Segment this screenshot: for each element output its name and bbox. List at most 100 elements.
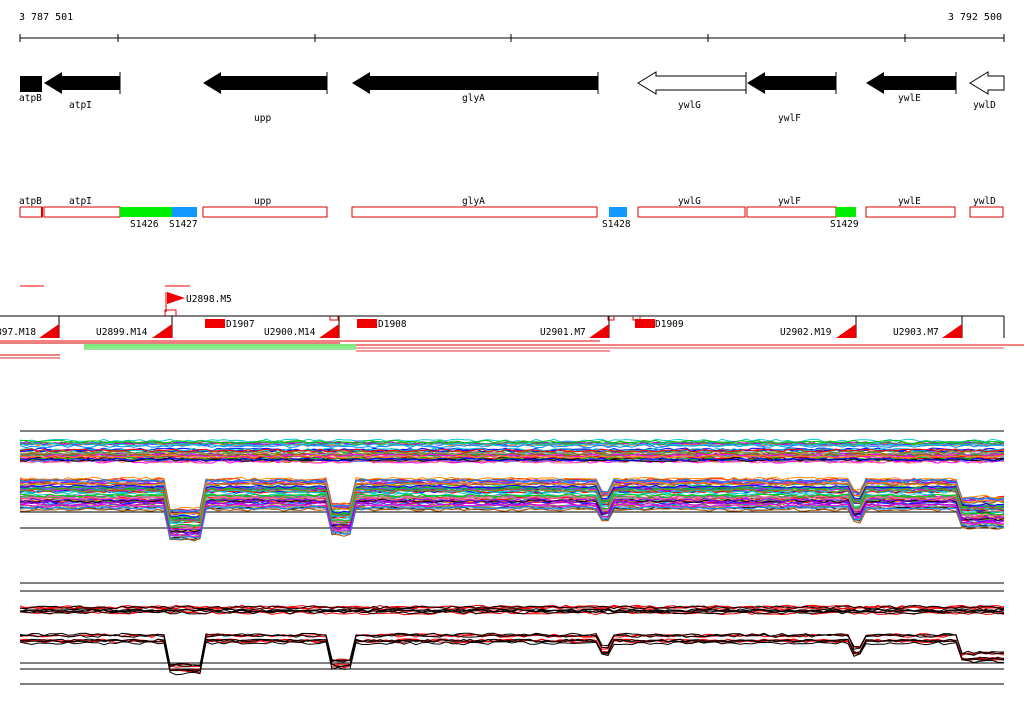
- gene-label-ywld: ywlD: [973, 100, 996, 111]
- segment-box-ywle[interactable]: [865, 206, 956, 218]
- profile-line: [19, 641, 1005, 676]
- transcript-label-u2902: U2902.M19: [780, 327, 832, 338]
- profile-line: [19, 497, 1005, 531]
- profile-line: [19, 503, 1005, 537]
- gene-arrow-ywle[interactable]: [866, 72, 956, 94]
- gene-arrow-ywlg[interactable]: [637, 71, 747, 95]
- segment-gene-label-glya: glyA: [462, 196, 485, 207]
- segment-box-glya[interactable]: [351, 206, 598, 218]
- segment-box-ywlg[interactable]: [637, 206, 746, 218]
- profile-line: [19, 457, 1005, 462]
- gene-label-atpb: atpB: [19, 93, 42, 104]
- profile-line: [19, 453, 1005, 458]
- profile-line: [19, 498, 1005, 533]
- terminator-wedge: [836, 324, 856, 338]
- gene-label-atpi: atpI: [69, 100, 92, 111]
- gene-arrow-ywlf[interactable]: [747, 72, 836, 94]
- position-ruler: [19, 34, 1005, 42]
- terminator-wedge: [152, 324, 172, 338]
- segment-gene-label-atpi: atpI: [69, 196, 92, 207]
- segment-label-s1428: S1428: [602, 219, 631, 230]
- profile-line: [19, 632, 1004, 667]
- profile-line: [20, 507, 1005, 542]
- coordinate-start: 3 787 501: [19, 12, 74, 23]
- segment-gene-label-atpb: atpB: [19, 196, 42, 207]
- segment-label-s1427: S1427: [169, 219, 198, 230]
- profile-line: [19, 605, 1005, 610]
- transcript-flag-u2898[interactable]: [167, 292, 185, 304]
- segment-label-s1426: S1426: [130, 219, 159, 230]
- expression-profile-panel-2: [19, 582, 1005, 685]
- profile-line: [19, 448, 1005, 453]
- profile-line: [19, 495, 1005, 529]
- segment-gene-label-ywlg: ywlG: [678, 196, 701, 207]
- segment-box-atpi[interactable]: [43, 206, 121, 218]
- profile-line: [19, 493, 1005, 528]
- profile-line: [19, 482, 1005, 516]
- gene-arrow-atpb[interactable]: [20, 76, 42, 92]
- gene-arrow-upp[interactable]: [203, 72, 327, 94]
- gene-label-ywle: ywlE: [898, 93, 921, 104]
- transcript-label-u2897: 897.M18: [0, 327, 36, 338]
- segment-s1428[interactable]: [609, 207, 627, 217]
- segment-box-ywlf[interactable]: [746, 206, 837, 218]
- segment-gene-label-ywld: ywlD: [973, 196, 996, 207]
- gene-label-glya: glyA: [462, 93, 485, 104]
- downshift-marker-d1907[interactable]: [205, 319, 225, 328]
- profile-line: [19, 633, 1005, 668]
- gene-arrow-atpi[interactable]: [44, 72, 120, 94]
- downshift-label-d1909: D1909: [655, 319, 684, 330]
- profile-line: [19, 476, 1005, 511]
- profile-line: [19, 479, 1005, 514]
- terminator-wedge: [589, 324, 609, 338]
- transcript-label-u2898: U2898.M5: [186, 294, 232, 305]
- segment-s1426[interactable]: [120, 207, 172, 217]
- gene-track: atpB atpI upp glyA ywlG ywlF ywlE ywlD: [19, 71, 1005, 124]
- gene-arrow-ywld[interactable]: [969, 71, 1005, 95]
- transcript-label-u2901: U2901.M7: [540, 327, 586, 338]
- transcript-label-u2900: U2900.M14: [264, 327, 316, 338]
- terminator-wedge: [319, 324, 339, 338]
- segment-box-ywld[interactable]: [969, 206, 1004, 218]
- profile-line: [19, 605, 1005, 610]
- expression-profile-panel-1: [19, 430, 1005, 542]
- downshift-label-d1907: D1907: [226, 319, 255, 330]
- gene-label-ywlf: ywlF: [778, 113, 801, 124]
- profile-line: [19, 608, 1005, 613]
- profile-line: [19, 488, 1005, 522]
- profile-line: [19, 489, 1005, 524]
- segment-s1429[interactable]: [836, 207, 856, 217]
- segment-gene-label-upp: upp: [254, 196, 271, 207]
- segment-s1427[interactable]: [172, 207, 197, 217]
- gene-arrow-glya[interactable]: [352, 72, 598, 94]
- transcript-label-u2899: U2899.M14: [96, 327, 148, 338]
- profile-line: [19, 484, 1005, 519]
- gene-label-ywlg: ywlG: [678, 100, 701, 111]
- terminator-wedge: [39, 324, 59, 338]
- segment-track: atpB atpI upp glyA ywlG ywlF ywlE ywlD S…: [19, 196, 1004, 230]
- transcript-label-u2903: U2903.M7: [893, 327, 939, 338]
- profile-line: [19, 638, 1005, 672]
- segment-gene-label-ywle: ywlE: [898, 196, 921, 207]
- segment-gene-label-ywlf: ywlF: [778, 196, 801, 207]
- downshift-marker-d1908[interactable]: [357, 319, 377, 328]
- profile-line: [19, 505, 1005, 540]
- profile-line: [19, 501, 1005, 536]
- profile-line: [19, 442, 1005, 447]
- segment-box-upp[interactable]: [202, 206, 328, 218]
- profile-line: [19, 454, 1005, 459]
- transcript-track: U2898.M5 897.M18 U2899.M14 U2900.M14 U29…: [0, 285, 1024, 359]
- profile-line: [19, 444, 1005, 449]
- downshift-marker-d1909[interactable]: [635, 319, 655, 328]
- segment-box-atpb[interactable]: [19, 206, 43, 218]
- profile-line: [19, 481, 1005, 516]
- coordinate-end: 3 792 500: [947, 12, 1002, 23]
- profile-line: [19, 478, 1005, 513]
- segment-label-s1429: S1429: [830, 219, 859, 230]
- profile-line: [19, 633, 1005, 668]
- terminator-wedge: [942, 324, 962, 338]
- gene-label-upp: upp: [254, 113, 271, 124]
- downshift-label-d1908: D1908: [378, 319, 407, 330]
